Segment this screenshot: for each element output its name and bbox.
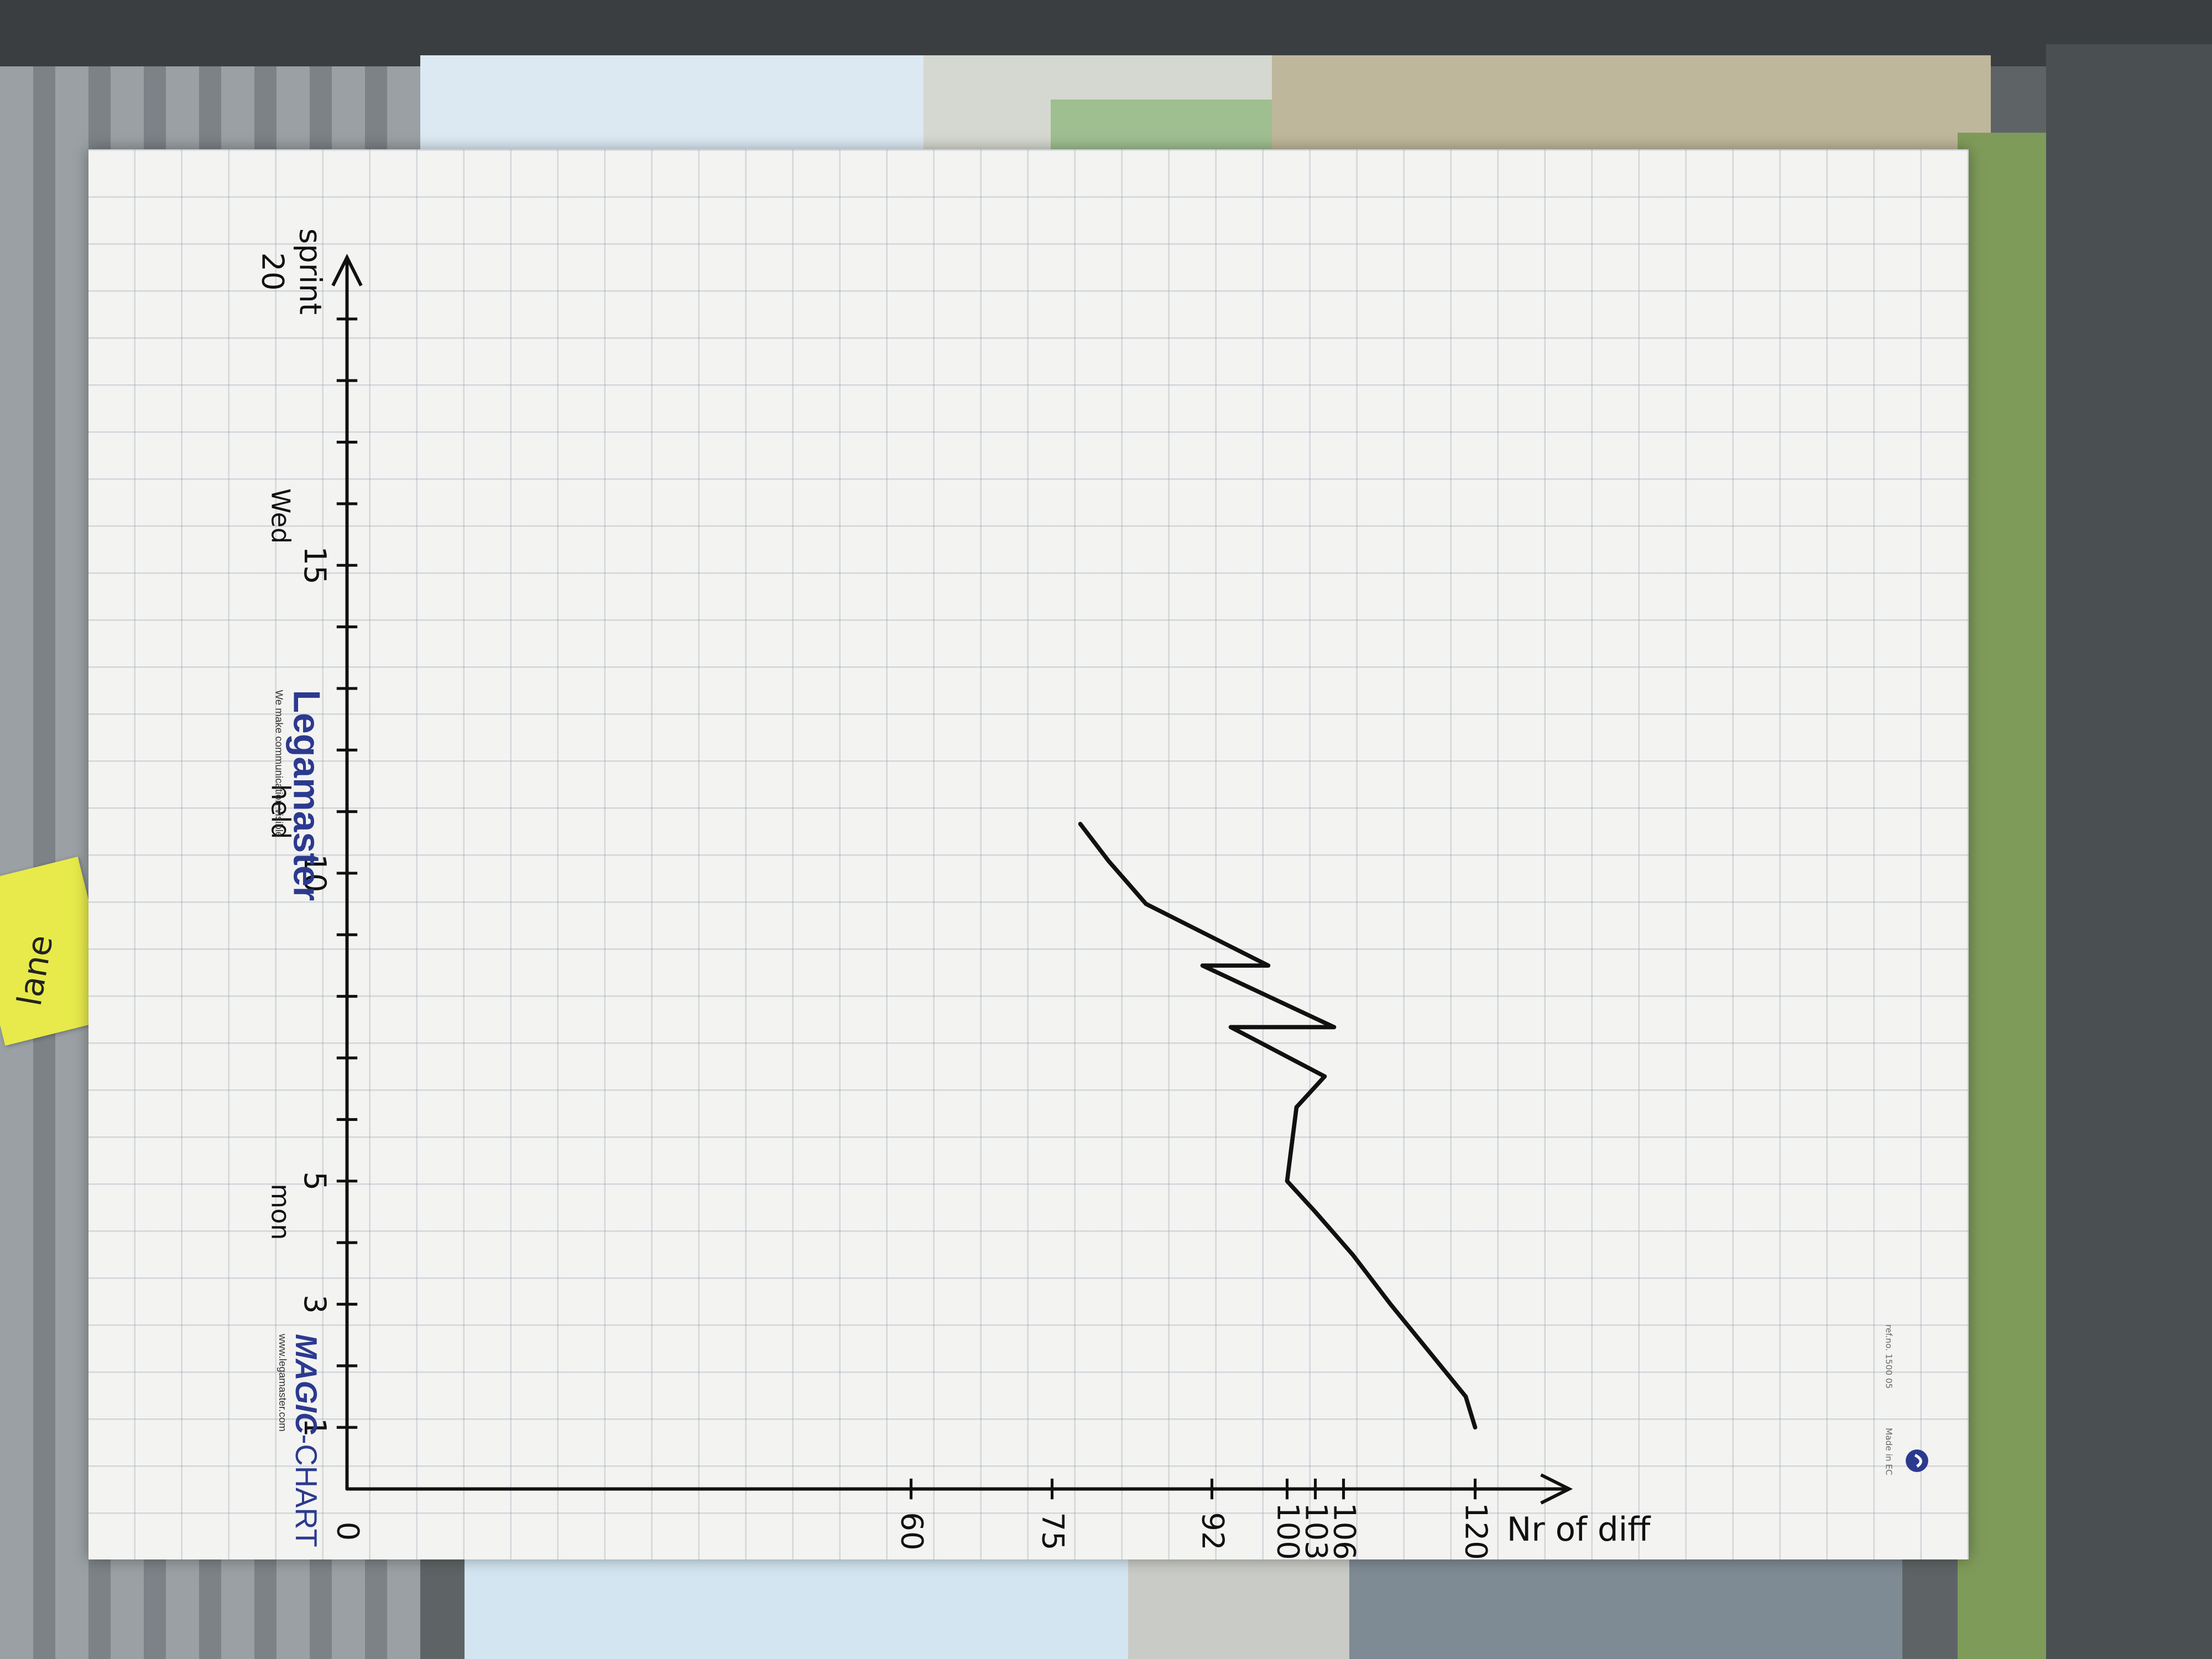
data-point (1229, 1025, 1233, 1029)
legamaster-name: Legamaster (285, 690, 328, 901)
sky-bottom (465, 1559, 1128, 1659)
data-point (1323, 1074, 1327, 1078)
y-tick-label: 92 (1196, 1512, 1230, 1550)
x-tick-label: 5 (298, 1171, 332, 1191)
x-axis-label: sprint (293, 228, 328, 315)
x-tick-label: 3 (298, 1295, 332, 1314)
x-annotation: Wed (266, 488, 296, 544)
series-line (1078, 822, 1478, 1430)
magic-chart-title: MAGIC-CHART (289, 1334, 324, 1547)
flipchart-sheet: ref.no. 1500 05 Made in EC 120 106 103 100 9… (88, 149, 1969, 1559)
cars-bottom (1349, 1559, 1902, 1659)
x-axis-end-label: 20 (255, 252, 290, 290)
building-green-top (1051, 100, 1300, 149)
y-axis-arrow (1540, 1473, 1573, 1505)
x-annotation: mon (266, 1183, 296, 1240)
y-tick-label: 100 (1271, 1503, 1306, 1559)
brand-logo-icon (1906, 1449, 1928, 1472)
y-tick-label: 103 (1299, 1503, 1334, 1559)
data-point (1351, 1253, 1355, 1257)
x-axis-arrow (331, 253, 363, 286)
window-sill-right (2046, 44, 2212, 1659)
data-point (1144, 902, 1148, 906)
y-axis-label: Nr of diff (1507, 1511, 1651, 1549)
data-point (1201, 963, 1204, 968)
data-point (1473, 1425, 1477, 1430)
x-tick-label: 10 (298, 854, 332, 892)
y-tick-label: 106 (1327, 1503, 1362, 1559)
legamaster-tagline: We make communication visible (273, 690, 285, 838)
magic-chart-suffix: -CHART (289, 1434, 324, 1547)
data-point (1107, 859, 1110, 863)
sky-top (420, 55, 946, 149)
y-tick-label: 75 (1036, 1512, 1071, 1550)
data-point (1389, 1302, 1392, 1306)
data-point (1313, 1210, 1317, 1214)
y-tick-label: 0 (331, 1522, 366, 1541)
magic-chart-prefix: MAGIC (289, 1334, 324, 1434)
data-point (1332, 1025, 1336, 1029)
x-annotation: held (266, 784, 296, 839)
data-point (1078, 822, 1082, 826)
grass-right (1958, 133, 2046, 1659)
building-bottom (1128, 1559, 1349, 1659)
data-point (1285, 1179, 1289, 1183)
x-tick-label: 1 (298, 1418, 332, 1437)
yard-top (1272, 55, 1991, 149)
data-point (1464, 1395, 1468, 1399)
y-tick-label: 60 (895, 1512, 930, 1550)
data-point (1266, 963, 1270, 968)
legamaster-logo: Legamaster We make communication visible (273, 690, 328, 901)
magic-chart-logo: MAGIC-CHART www.legamaster.com (276, 1334, 324, 1547)
magic-chart-url: www.legamaster.com (276, 1334, 289, 1432)
data-point (1295, 1105, 1298, 1109)
x-tick-label: 15 (298, 546, 332, 585)
y-tick-label: 120 (1459, 1503, 1494, 1559)
